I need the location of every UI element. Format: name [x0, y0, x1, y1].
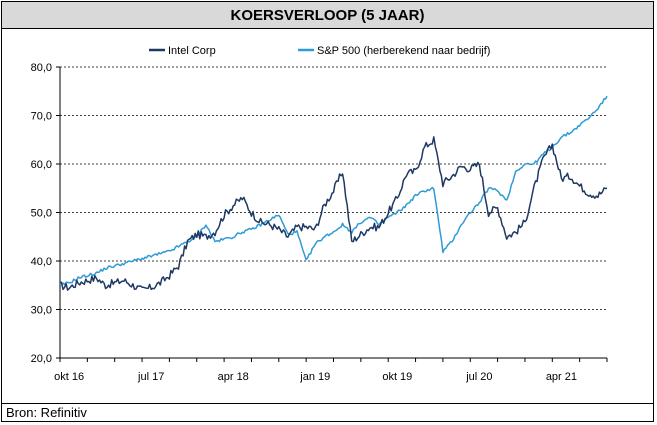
y-tick-label: 20,0 [31, 353, 52, 365]
y-tick-label: 80,0 [31, 62, 52, 74]
legend: Intel Corp S&P 500 (herberekend naar bedr… [149, 45, 490, 57]
y-tick-label: 40,0 [31, 256, 52, 268]
x-tick-label: jul 17 [137, 371, 164, 383]
source-note: Bron: Refinitiv [2, 403, 653, 421]
x-axis: okt 16 jul 17 apr 18 jan 19 okt 19 jul 20 apr … [54, 357, 608, 383]
price-chart: 20,0 30,0 40,0 50,0 60,0 70,0 80,0 okt 16 jul 1… [31, 45, 608, 383]
legend-label: Intel Corp [168, 45, 216, 57]
y-tick-label: 70,0 [31, 111, 52, 123]
series-lines [59, 95, 608, 291]
series-line-sp500 [59, 95, 608, 286]
x-tick-label: okt 16 [54, 371, 84, 383]
chart-title: KOERSVERLOOP (5 JAAR) [2, 2, 653, 29]
legend-label: S&P 500 (herberekend naar bedrijf) [317, 45, 490, 57]
x-tick-label: jan 19 [299, 371, 330, 383]
y-tick-label: 60,0 [31, 159, 52, 171]
x-tick-label: jul 20 [465, 371, 492, 383]
series-line-intel [59, 136, 608, 291]
x-tick-label: apr 18 [218, 371, 249, 383]
y-tick-label: 50,0 [31, 208, 52, 220]
gridlines [56, 66, 607, 359]
x-tick-label: apr 21 [546, 371, 577, 383]
y-tick-label: 30,0 [31, 305, 52, 317]
x-tick-label: okt 19 [382, 371, 412, 383]
y-axis: 20,0 30,0 40,0 50,0 60,0 70,0 80,0 [31, 62, 61, 365]
